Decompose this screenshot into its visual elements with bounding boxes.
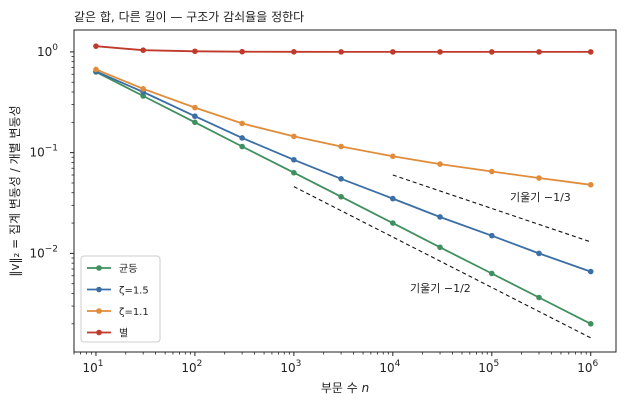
x-axis-label-var: n bbox=[362, 381, 370, 395]
x-tick-label-exp: 2 bbox=[197, 359, 203, 369]
x-tick-label-base: 10 bbox=[181, 361, 196, 375]
annotation-slope-half: 기울기 −1/2 bbox=[410, 282, 471, 295]
x-tick-label: 104 bbox=[379, 359, 400, 375]
data-point bbox=[291, 156, 297, 163]
data-point bbox=[192, 119, 198, 126]
data-point bbox=[437, 244, 443, 251]
data-point bbox=[437, 49, 443, 55]
reference-line bbox=[293, 186, 591, 339]
annotation-slope-third: 기울기 −1/3 bbox=[510, 191, 571, 204]
x-tick-label-base: 10 bbox=[577, 361, 592, 375]
legend-label: 균등 bbox=[119, 263, 137, 275]
data-point bbox=[536, 175, 542, 181]
data-point bbox=[239, 135, 245, 141]
reference-line bbox=[392, 174, 591, 243]
data-point bbox=[587, 181, 594, 188]
data-point bbox=[437, 214, 443, 220]
data-point bbox=[192, 48, 198, 55]
legend-marker bbox=[96, 329, 102, 336]
legend-box bbox=[80, 255, 161, 343]
data-point bbox=[192, 104, 198, 111]
y-tick-label: 10−1 bbox=[29, 144, 58, 160]
data-point bbox=[587, 268, 594, 275]
data-point bbox=[587, 321, 594, 327]
x-tick-label: 106 bbox=[577, 359, 598, 375]
y-tick-label-exp: −1 bbox=[45, 144, 58, 154]
data-point bbox=[93, 66, 99, 73]
legend-marker bbox=[96, 265, 102, 271]
series-line bbox=[95, 68, 591, 186]
data-point bbox=[140, 47, 146, 53]
data-point bbox=[488, 49, 495, 55]
y-tick-label-exp: −2 bbox=[45, 244, 58, 254]
data-point bbox=[338, 193, 344, 200]
x-tick-label-exp: 3 bbox=[296, 359, 302, 369]
data-point bbox=[536, 294, 542, 301]
y-tick-label-base: 10 bbox=[29, 246, 44, 260]
data-point bbox=[93, 43, 99, 49]
data-point bbox=[291, 133, 297, 140]
data-point bbox=[239, 120, 245, 127]
x-tick-label-base: 10 bbox=[478, 361, 493, 375]
data-point bbox=[390, 220, 396, 226]
data-point bbox=[488, 270, 495, 277]
x-tick-label: 101 bbox=[82, 359, 103, 375]
y-tick-label-base: 10 bbox=[37, 45, 52, 59]
x-tick-label: 103 bbox=[280, 359, 301, 375]
data-point bbox=[140, 93, 146, 99]
data-point bbox=[239, 48, 245, 55]
data-point bbox=[390, 49, 396, 55]
legend-label: 별 bbox=[119, 328, 128, 340]
legend-label: ζ=1.1 bbox=[119, 307, 149, 318]
data-point bbox=[437, 161, 443, 167]
data-point bbox=[536, 49, 542, 55]
data-point bbox=[488, 168, 495, 175]
data-point bbox=[488, 232, 495, 239]
data-point bbox=[239, 143, 245, 150]
x-axis-label: 부문 수 n bbox=[321, 381, 369, 395]
y-tick-label: 10−2 bbox=[29, 244, 58, 260]
series-line bbox=[95, 70, 591, 273]
x-tick-label: 105 bbox=[478, 359, 499, 375]
x-tick-label: 102 bbox=[181, 359, 202, 375]
x-tick-label-base: 10 bbox=[379, 361, 394, 375]
x-tick-label-exp: 4 bbox=[395, 359, 401, 369]
data-point bbox=[536, 250, 542, 257]
data-point bbox=[291, 169, 297, 176]
data-point bbox=[140, 86, 146, 92]
data-point bbox=[390, 195, 396, 202]
x-tick-label-exp: 6 bbox=[593, 359, 599, 369]
x-tick-label-base: 10 bbox=[280, 361, 295, 375]
data-point bbox=[291, 49, 297, 55]
data-point bbox=[338, 143, 344, 150]
x-tick-label-exp: 5 bbox=[494, 359, 500, 369]
data-point bbox=[338, 176, 344, 182]
data-point bbox=[587, 49, 594, 55]
x-tick-label-exp: 1 bbox=[98, 359, 104, 369]
legend-marker bbox=[96, 286, 102, 293]
y-axis-label: ‖v‖₂ = 집계 변동성 / 개별 변동성 bbox=[8, 105, 22, 276]
plot-frame bbox=[73, 29, 617, 353]
data-point bbox=[390, 153, 396, 160]
y-tick-label-base: 10 bbox=[29, 146, 44, 160]
data-point bbox=[338, 49, 344, 55]
chart-title: 같은 합, 다른 길이 — 구조가 감쇠율을 정한다 bbox=[74, 10, 304, 24]
legend-label: ζ=1.5 bbox=[119, 286, 149, 297]
legend-marker bbox=[96, 308, 102, 314]
y-tick-label: 100 bbox=[37, 43, 58, 59]
data-point bbox=[192, 113, 198, 120]
y-tick-label-exp: 0 bbox=[52, 43, 58, 53]
x-tick-label-base: 10 bbox=[82, 361, 97, 375]
x-axis-label-text: 부문 수 bbox=[321, 381, 362, 395]
